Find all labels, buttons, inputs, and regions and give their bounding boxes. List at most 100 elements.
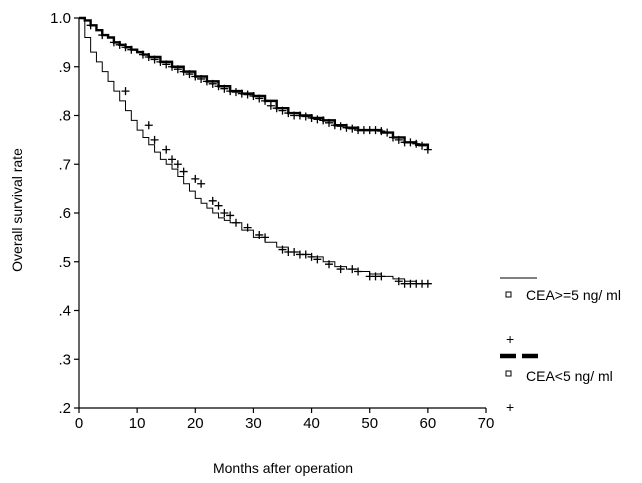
censor-marker-series-2 [168, 62, 177, 71]
censor-marker-series-1 [394, 277, 403, 286]
censor-marker-series-2 [214, 82, 223, 91]
censor-marker-series-1 [243, 223, 252, 232]
censor-marker-series-2 [197, 74, 206, 83]
survival-curve-series-1 [79, 17, 428, 285]
censor-marker-series-1 [348, 265, 357, 274]
censor-marker-series-2 [173, 65, 182, 74]
censor-marker-series-1 [377, 272, 386, 281]
censor-marker-series-2 [295, 111, 304, 120]
censor-marker-series-1 [214, 201, 223, 210]
censor-marker-series-2 [406, 138, 415, 147]
censor-marker-series-2 [231, 88, 240, 97]
censor-marker-series-1 [144, 121, 153, 130]
y-tick-label: .9 [58, 59, 71, 76]
censor-marker-series-1 [313, 255, 322, 264]
legend-censor-cea-low: + [506, 399, 514, 415]
legend-item-cea-high: CEA>=5 ng/ ml + [500, 277, 621, 347]
legend-marker-cea-low [505, 370, 512, 377]
censor-marker-series-2 [202, 77, 211, 86]
censor-marker-series-2 [330, 121, 339, 130]
censor-marker-series-2 [336, 122, 345, 131]
censor-marker-series-2 [266, 101, 275, 110]
censor-marker-series-2 [220, 84, 229, 93]
x-tick-label: 10 [129, 415, 146, 432]
y-tick-label: .5 [58, 254, 71, 271]
censor-marker-series-2 [144, 53, 153, 61]
censor-marker-series-1 [168, 155, 177, 164]
censor-marker-series-2 [348, 124, 357, 133]
legend: CEA>=5 ng/ ml + CEA<5 ng/ ml + [500, 277, 621, 415]
censor-marker-series-2 [98, 31, 107, 40]
censor-marker-series-2 [423, 145, 432, 154]
censor-marker-series-2 [342, 123, 351, 132]
censor-marker-series-2 [121, 43, 130, 52]
censor-marker-series-2 [278, 106, 287, 115]
survival-curves [79, 16, 430, 285]
x-tick-label: 50 [361, 415, 378, 432]
censor-marker-series-2 [255, 94, 264, 103]
y-tick-label: .3 [58, 351, 71, 368]
censor-marker-series-2 [377, 127, 386, 136]
censor-marker-series-1 [173, 160, 182, 169]
censor-marker-series-2 [301, 112, 310, 121]
censor-marker-series-2 [394, 135, 403, 144]
legend-censor-cea-high: + [506, 331, 514, 347]
y-tick-label: 1.0 [50, 10, 71, 27]
censor-marker-series-1 [150, 135, 159, 144]
censor-marker-series-2 [272, 104, 281, 113]
censor-marker-series-2 [418, 141, 427, 150]
censor-marker-series-2 [86, 21, 95, 30]
plot-area [79, 16, 432, 288]
y-ticks: .2 .3 .4 .5 .6 .7 .8 .9 1.0 [50, 10, 79, 417]
y-tick-label: .6 [58, 205, 71, 222]
censor-marker-series-2 [371, 126, 380, 135]
censor-marker-series-2 [127, 45, 136, 54]
censor-marker-series-2 [150, 55, 159, 64]
y-tick-label: .7 [58, 156, 71, 173]
censor-marker-series-2 [261, 96, 270, 105]
legend-label-cea-high: CEA>=5 ng/ ml [526, 287, 621, 303]
censor-marker-series-2 [325, 118, 334, 127]
censor-marker-series-1 [179, 167, 188, 176]
censor-marker-series-2 [162, 60, 171, 69]
y-axis: .2 .3 .4 .5 .6 .7 .8 .9 1.0 [50, 10, 80, 417]
censor-marker-series-2 [109, 38, 118, 47]
x-tick-label: 20 [187, 415, 204, 432]
censor-marker-series-1 [325, 260, 334, 269]
censor-markers [86, 21, 432, 288]
censor-marker-series-1 [121, 87, 130, 96]
censor-marker-series-2 [191, 72, 200, 81]
censor-marker-series-2 [313, 115, 322, 124]
censor-marker-series-1 [255, 230, 264, 239]
legend-marker-cea-high [505, 291, 512, 298]
censor-marker-series-1 [336, 265, 345, 274]
y-axis-title: Overall survival rate [9, 148, 25, 272]
legend-item-cea-low: CEA<5 ng/ ml + [500, 353, 613, 415]
censor-marker-series-2 [138, 50, 147, 59]
censor-marker-series-2 [388, 133, 397, 142]
censor-marker-series-2 [185, 70, 194, 79]
x-tick-label: 30 [245, 415, 262, 432]
x-axis-title: Months after operation [213, 460, 353, 476]
censor-marker-series-2 [412, 139, 421, 148]
censor-marker-series-1 [423, 279, 432, 288]
censor-marker-series-2 [319, 116, 328, 125]
censor-marker-series-1 [220, 209, 229, 217]
censor-marker-series-2 [156, 57, 165, 66]
censor-marker-series-1 [231, 218, 240, 227]
censor-marker-series-1 [290, 248, 299, 256]
y-tick-label: .2 [58, 400, 71, 417]
censor-marker-series-2 [226, 87, 235, 96]
censor-marker-series-2 [243, 90, 252, 99]
censor-marker-series-1 [278, 245, 287, 254]
y-tick-label: .4 [58, 303, 71, 320]
x-tick-label: 60 [420, 415, 437, 432]
x-tick-label: 0 [75, 415, 83, 432]
censor-marker-series-1 [197, 179, 206, 188]
censor-marker-series-1 [226, 211, 235, 220]
x-axis: 0 10 20 30 40 50 60 70 [75, 407, 495, 432]
censor-marker-series-2 [284, 109, 293, 118]
legend-label-cea-low: CEA<5 ng/ ml [526, 368, 613, 384]
x-tick-label: 70 [478, 415, 495, 432]
